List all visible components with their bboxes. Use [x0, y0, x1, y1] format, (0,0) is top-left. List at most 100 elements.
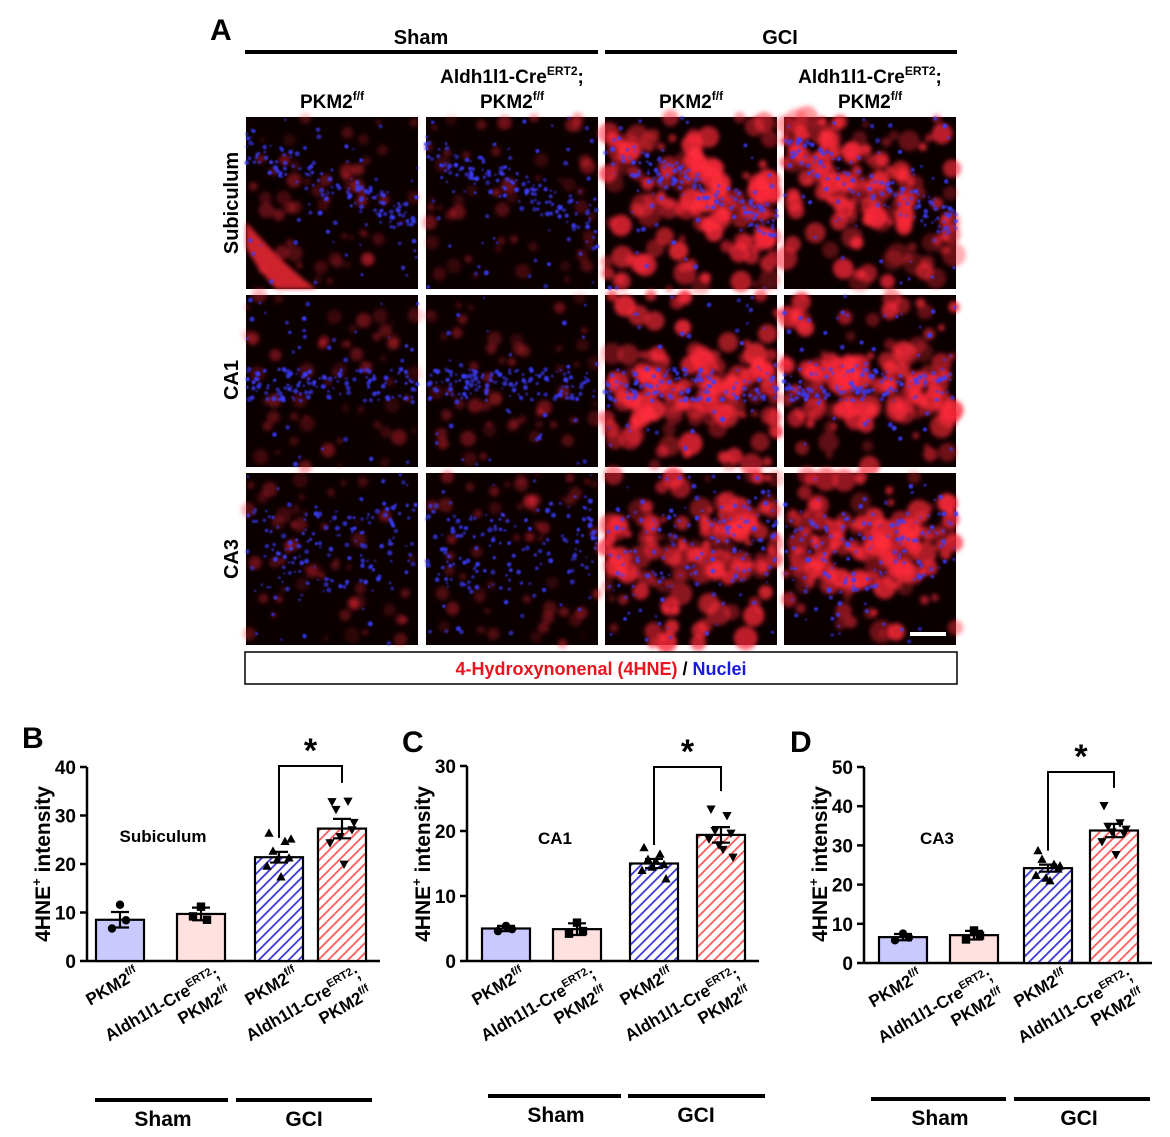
nucleus — [638, 608, 643, 613]
nucleus — [397, 371, 401, 375]
nucleus — [630, 388, 634, 391]
nucleus — [680, 164, 685, 168]
stain-blob — [832, 468, 856, 492]
stain-blob — [943, 185, 958, 201]
nucleus — [661, 382, 664, 385]
nucleus — [855, 587, 860, 592]
nucleus — [521, 373, 525, 377]
nucleus — [583, 303, 587, 307]
nucleus — [866, 419, 870, 423]
nucleus — [355, 183, 360, 188]
stain-blob — [372, 308, 388, 324]
data-point — [1037, 854, 1047, 863]
bar — [316, 827, 368, 963]
nucleus — [306, 540, 310, 543]
stain-blob — [451, 327, 463, 339]
nucleus — [945, 205, 948, 208]
nucleus — [643, 573, 646, 577]
nucleus — [745, 552, 748, 556]
nucleus — [334, 525, 340, 531]
nucleus — [454, 379, 458, 383]
nucleus — [673, 525, 677, 528]
nucleus — [477, 562, 480, 565]
nucleus — [864, 602, 867, 605]
stain-blob — [267, 410, 280, 424]
nucleus — [288, 330, 292, 335]
stain-blob — [838, 396, 860, 419]
stain-blob — [853, 268, 866, 280]
nucleus — [825, 177, 829, 181]
nucleus — [935, 531, 939, 535]
stain-blob — [555, 344, 563, 353]
stain-blob — [809, 534, 819, 544]
stain-blob — [340, 479, 347, 487]
nucleus — [411, 223, 414, 226]
nucleus — [347, 193, 353, 198]
nucleus — [378, 200, 382, 204]
nucleus — [635, 558, 641, 564]
nucleus — [918, 325, 922, 329]
nucleus — [448, 563, 453, 568]
nucleus — [695, 397, 700, 403]
data-point — [655, 849, 665, 858]
nucleus — [824, 396, 828, 400]
stain-legend-box — [244, 651, 958, 685]
stain-blob — [319, 173, 332, 187]
nucleus — [571, 223, 577, 229]
nucleus — [759, 392, 762, 395]
nucleus — [806, 387, 810, 391]
y-tick-label: 40 — [55, 758, 76, 779]
nucleus — [782, 310, 787, 316]
nucleus — [359, 554, 363, 557]
nucleus — [659, 175, 665, 181]
nucleus — [566, 147, 570, 152]
nucleus — [659, 195, 664, 201]
nucleus — [752, 205, 756, 209]
nucleus — [374, 508, 380, 514]
nucleus — [275, 387, 280, 392]
stain-blob — [303, 565, 308, 571]
nucleus — [792, 546, 796, 551]
stain-blob — [837, 310, 853, 325]
nucleus — [394, 529, 398, 533]
nucleus — [426, 285, 430, 289]
stain-blob — [467, 398, 483, 413]
nucleus — [283, 555, 287, 558]
nucleus — [928, 196, 930, 198]
nucleus — [814, 524, 820, 529]
nucleus — [636, 172, 641, 177]
nucleus — [595, 541, 598, 545]
nucleus — [481, 168, 484, 171]
nucleus — [732, 214, 737, 220]
nucleus — [257, 152, 260, 155]
stain-blob — [395, 614, 406, 625]
nucleus — [813, 235, 817, 239]
nucleus — [484, 387, 489, 392]
nucleus — [651, 374, 656, 379]
nucleus — [252, 160, 257, 164]
nucleus — [708, 384, 712, 389]
nucleus — [392, 536, 395, 539]
y-tick-label: 20 — [832, 876, 853, 897]
nucleus — [930, 309, 936, 314]
data-point — [1121, 825, 1131, 834]
stain-blob — [262, 421, 273, 432]
nucleus — [452, 190, 456, 194]
nucleus — [671, 176, 676, 181]
nucleus — [276, 487, 280, 491]
nucleus — [624, 384, 629, 389]
nucleus — [742, 379, 747, 383]
nucleus — [448, 501, 453, 505]
nucleus — [744, 210, 748, 214]
nucleus — [923, 379, 928, 385]
nucleus — [871, 197, 875, 201]
nucleus — [563, 160, 569, 166]
nucleus — [741, 385, 748, 392]
nucleus — [547, 262, 551, 266]
stain-blob — [939, 407, 954, 422]
stain-blob — [467, 303, 475, 312]
stain-blob — [555, 364, 565, 374]
nucleus — [628, 429, 632, 433]
nucleus — [564, 213, 569, 218]
stain-blob — [602, 421, 620, 438]
